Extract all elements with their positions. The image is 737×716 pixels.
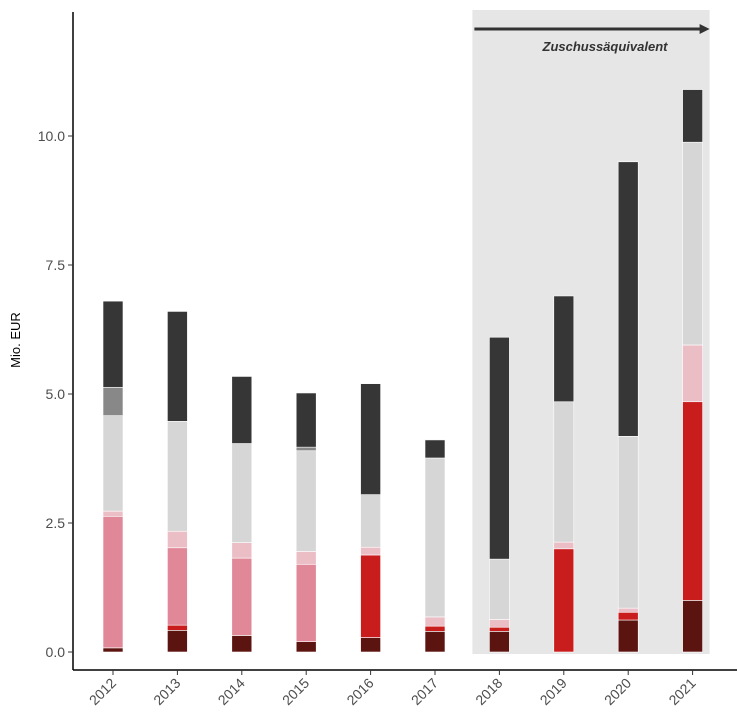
x-tick-label: 2012 bbox=[86, 675, 119, 708]
bar-segment-2020-7 bbox=[617, 161, 639, 437]
bar-segment-2013-3 bbox=[167, 547, 188, 626]
bar-segment-2013-4 bbox=[167, 530, 188, 549]
x-tick-label: 2018 bbox=[472, 675, 505, 708]
x-axis-ticks: 2012 2013 2014 2015 2016 2017 2018 2019 2020 2021 bbox=[86, 670, 699, 708]
bar-segment-2013-5 bbox=[167, 421, 188, 532]
bar-segment-2012-4 bbox=[102, 510, 124, 517]
bar-segment-2012-6 bbox=[102, 386, 124, 416]
y-tick-label: 10.0 bbox=[38, 128, 65, 144]
x-tick-label: 2017 bbox=[408, 675, 441, 708]
bar-segment-2020-1 bbox=[617, 619, 639, 653]
bar-segment-2018-1 bbox=[489, 631, 510, 653]
bar-segment-2015-4 bbox=[295, 551, 317, 565]
y-axis-ticks: 0.0 2.5 5.0 7.5 10.0 bbox=[38, 128, 73, 660]
bar-segment-2015-1 bbox=[295, 641, 317, 653]
bar-segment-2020-2 bbox=[617, 611, 639, 621]
bar-segment-2020-4 bbox=[617, 607, 639, 613]
bar-segment-2019-2 bbox=[553, 548, 575, 653]
bar-segment-2018-5 bbox=[489, 558, 510, 620]
bar-segment-2016-2 bbox=[360, 554, 381, 638]
x-tick-label: 2013 bbox=[150, 675, 183, 708]
bar-segment-2012-3 bbox=[102, 515, 124, 649]
x-tick-label: 2014 bbox=[215, 675, 248, 708]
zuschussaequivalent-label: Zuschussäquivalent bbox=[542, 39, 669, 54]
bar-segment-2015-3 bbox=[295, 563, 317, 642]
bar-segment-2015-6 bbox=[295, 446, 317, 452]
bar-segment-2015-5 bbox=[295, 450, 317, 552]
bar-segment-2014-1 bbox=[231, 635, 253, 653]
bar-segment-2014-3 bbox=[231, 557, 253, 636]
y-tick-label: 5.0 bbox=[46, 386, 66, 402]
zuschussaequivalent-shaded-region bbox=[472, 10, 710, 654]
bar-segment-2016-4 bbox=[360, 546, 381, 556]
bar-segment-2013-1 bbox=[167, 630, 188, 653]
y-axis-title: Mio. EUR bbox=[8, 312, 23, 368]
bar-segment-2021-5 bbox=[682, 141, 703, 346]
x-tick-label: 2021 bbox=[665, 675, 698, 708]
bar-segment-2012-1 bbox=[102, 647, 124, 653]
bars bbox=[102, 89, 703, 653]
y-tick-label: 7.5 bbox=[46, 257, 66, 273]
bar-segment-2017-7 bbox=[424, 439, 446, 459]
x-tick-label: 2020 bbox=[601, 675, 634, 708]
x-tick-label: 2016 bbox=[343, 675, 376, 708]
bar-segment-2019-7 bbox=[553, 295, 575, 403]
bar-segment-2021-7 bbox=[682, 89, 703, 143]
bar-segment-2012-7 bbox=[102, 300, 124, 388]
zuschussaequivalent-arrow-head bbox=[699, 24, 710, 34]
bar-segment-2021-2 bbox=[682, 401, 703, 601]
bar-segment-2018-4 bbox=[489, 619, 510, 628]
bar-segment-2019-4 bbox=[553, 541, 575, 550]
bar-segment-2020-5 bbox=[617, 436, 639, 609]
y-tick-label: 0.0 bbox=[46, 644, 66, 660]
bar-segment-2014-5 bbox=[231, 443, 253, 543]
bar-segment-2021-4 bbox=[682, 344, 703, 403]
bar-segment-2013-7 bbox=[167, 311, 188, 422]
x-tick-label: 2015 bbox=[279, 675, 312, 708]
bar-segment-2014-4 bbox=[231, 542, 253, 559]
bar-segment-2015-7 bbox=[295, 392, 317, 448]
bar-segment-2017-1 bbox=[424, 631, 446, 653]
bar-segment-2014-7 bbox=[231, 376, 253, 444]
bar-segment-2019-5 bbox=[553, 401, 575, 543]
x-tick-label: 2019 bbox=[537, 675, 570, 708]
bar-segment-2013-2 bbox=[167, 624, 188, 631]
bar-segment-2016-1 bbox=[360, 637, 381, 653]
bar-segment-2021-1 bbox=[682, 600, 703, 653]
bar-segment-2017-4 bbox=[424, 616, 446, 627]
bar-segment-2012-5 bbox=[102, 415, 124, 512]
bar-segment-2018-2 bbox=[489, 626, 510, 632]
y-tick-label: 2.5 bbox=[46, 515, 66, 531]
bar-segment-2016-5 bbox=[360, 494, 381, 548]
bar-segment-2017-5 bbox=[424, 457, 446, 618]
bar-segment-2017-2 bbox=[424, 625, 446, 632]
bar-segment-2016-7 bbox=[360, 383, 381, 495]
bar-segment-2018-7 bbox=[489, 336, 510, 560]
